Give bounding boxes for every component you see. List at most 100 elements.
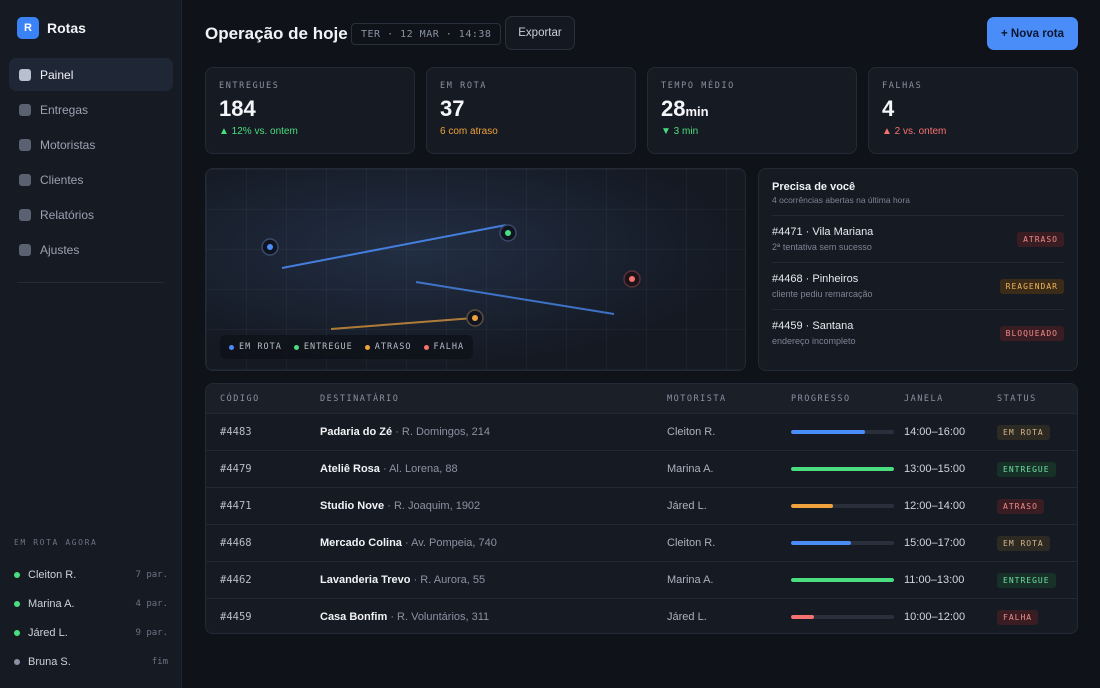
legend-dot — [293, 344, 299, 350]
progress-fill — [791, 541, 851, 545]
kpi-label: TEMPO MÉDIO — [661, 81, 735, 91]
progress-bar — [791, 615, 894, 619]
status-dot — [14, 629, 20, 636]
table-row[interactable]: #4483 Padaria do Zé · R. Domingos, 214 Cle… — [206, 413, 1077, 450]
brand[interactable]: R Rotas — [17, 17, 86, 39]
legend-item: ATRASO — [364, 342, 412, 352]
legend-label: ATRASO — [374, 342, 412, 352]
progress-bar — [791, 430, 894, 434]
row-driver: Járed L. — [667, 500, 707, 512]
attention-item-text: #4459 · Santana endereço incompleto — [772, 320, 856, 346]
row-driver: Marina A. — [667, 463, 714, 475]
table-row[interactable]: #4479 Ateliê Rosa · Al. Lorena, 88 Marina … — [206, 450, 1077, 487]
row-window: 10:00–12:00 — [904, 611, 966, 623]
kpi-label: FALHAS — [882, 81, 923, 91]
driver-icon — [19, 138, 31, 151]
driver-item[interactable]: Bruna S. fim — [14, 647, 168, 676]
progress-fill — [791, 578, 894, 582]
kpi-card-falhas: FALHAS 4 ▲ 2 vs. ontem — [868, 67, 1078, 154]
driver-item[interactable]: Marina A. 4 par. — [14, 589, 168, 618]
table-row[interactable]: #4468 Mercado Colina · Av. Pompeia, 740 Cl… — [206, 524, 1077, 561]
driver-item[interactable]: Cleiton R. 7 par. — [14, 560, 168, 589]
sidebar-item-painel[interactable]: Painel — [9, 58, 173, 91]
column-header-status[interactable]: STATUS — [997, 393, 1037, 404]
map-marker-falha[interactable] — [623, 270, 641, 288]
recipient-name: Padaria do Zé — [320, 426, 393, 438]
recipient-address: · Al. Lorena, 88 — [382, 463, 458, 475]
table-row[interactable]: #4462 Lavanderia Trevo · R. Aurora, 55 Mar… — [206, 561, 1077, 598]
kpi-card-entregues: ENTREGUES 184 ▲ 12% vs. ontem — [205, 67, 415, 154]
attention-item[interactable]: #4468 · Pinheiros cliente pediu remarcaç… — [772, 262, 1064, 309]
kpi-delta: ▲ 12% vs. ontem — [219, 126, 298, 137]
progress-bar — [791, 578, 894, 582]
status-badge: EM ROTA — [997, 535, 1050, 551]
status-badge: ENTREGUE — [997, 572, 1056, 588]
recipient-name: Studio Nove — [320, 500, 385, 512]
kpi-number: 28 — [661, 96, 686, 121]
status-badge: ATRASO — [997, 498, 1044, 514]
kpi-value: 4 — [882, 98, 1064, 120]
row-window: 14:00–16:00 — [904, 426, 966, 438]
row-driver: Cleiton R. — [667, 426, 716, 438]
row-recipient: Ateliê Rosa · Al. Lorena, 88 — [320, 463, 458, 475]
column-header-codigo[interactable]: CÓDIGO — [220, 393, 260, 404]
attention-subtitle: 4 ocorrências abertas na última hora — [772, 195, 910, 205]
attention-item[interactable]: #4459 · Santana endereço incompleto BLOQ… — [772, 309, 1064, 356]
column-header-motorista[interactable]: MOTORISTA — [667, 393, 727, 404]
column-header-janela[interactable]: JANELA — [904, 393, 944, 404]
row-window: 13:00–15:00 — [904, 463, 966, 475]
driver-item[interactable]: Járed L. 9 par. — [14, 618, 168, 647]
sidebar-item-clientes[interactable]: Clientes — [9, 164, 173, 197]
table-row[interactable]: #4471 Studio Nove · R. Joaquim, 1902 Járed… — [206, 487, 1077, 524]
driver-name: Bruna S. — [28, 655, 71, 668]
sidebar-item-ajustes[interactable]: Ajustes — [9, 234, 173, 267]
table-header: CÓDIGO DESTINATÁRIO MOTORISTA PROGRESSO … — [206, 384, 1077, 413]
kpi-label: ENTREGUES — [219, 81, 280, 91]
sidebar-item-motoristas[interactable]: Motoristas — [9, 128, 173, 161]
kpi-card-em-rota: EM ROTA 37 6 com atraso — [426, 67, 636, 154]
progress-fill — [791, 504, 834, 508]
sidebar-divider — [17, 282, 164, 283]
export-button[interactable]: Exportar — [505, 16, 575, 50]
route-line-em-rota — [415, 281, 615, 315]
sidebar-item-label: Entregas — [40, 102, 89, 117]
map-marker-atraso[interactable] — [466, 309, 484, 327]
settings-icon — [19, 244, 31, 257]
map-routes — [261, 224, 641, 330]
column-header-destinatario[interactable]: DESTINATÁRIO — [320, 393, 400, 404]
legend-label: FALHA — [433, 342, 465, 352]
row-code: #4483 — [220, 426, 252, 438]
sidebar-item-label: Ajustes — [40, 243, 80, 258]
driver-name: Cleiton R. — [28, 568, 77, 581]
recipient-name: Casa Bonfim — [320, 611, 388, 623]
map-marker-entregue[interactable] — [499, 224, 517, 242]
legend-label: EM ROTA — [239, 342, 282, 352]
brand-name: Rotas — [47, 20, 86, 36]
table-row[interactable]: #4459 Casa Bonfim · R. Voluntários, 311 Já… — [206, 598, 1077, 633]
recipient-name: Lavanderia Trevo — [320, 574, 411, 586]
column-header-progresso[interactable]: PROGRESSO — [791, 393, 851, 404]
new-route-button[interactable]: + Nova rota — [987, 17, 1078, 50]
attention-item-note: 2ª tentativa sem sucesso — [772, 242, 872, 252]
kpi-delta: 6 com atraso — [440, 126, 498, 137]
row-recipient: Padaria do Zé · R. Domingos, 214 — [320, 426, 490, 438]
on-route-list: Cleiton R. 7 par. Marina A. 4 par. Járed… — [14, 560, 168, 676]
sidebar: R Rotas Painel Entregas Motoristas Clien… — [0, 0, 182, 688]
legend-dot — [229, 344, 234, 350]
sidebar-item-relatorios[interactable]: Relatórios — [9, 199, 173, 232]
row-recipient: Studio Nove · R. Joaquim, 1902 — [320, 500, 480, 512]
route-map[interactable]: EM ROTA ENTREGUE ATRASO FALHA — [205, 168, 746, 371]
recipient-address: · R. Domingos, 214 — [395, 426, 490, 438]
attention-item[interactable]: #4471 · Vila Mariana 2ª tentativa sem su… — [772, 215, 1064, 262]
recipient-name: Ateliê Rosa — [320, 463, 380, 475]
attention-title: Precisa de você — [772, 181, 856, 193]
status-dot — [14, 571, 20, 578]
row-recipient: Mercado Colina · Av. Pompeia, 740 — [320, 537, 497, 549]
legend-label: ENTREGUE — [303, 342, 353, 352]
status-dot — [14, 600, 20, 607]
map-marker-em-rota[interactable] — [261, 238, 279, 256]
row-recipient: Casa Bonfim · R. Voluntários, 311 — [320, 611, 489, 623]
sidebar-item-entregas[interactable]: Entregas — [9, 93, 173, 126]
row-recipient: Lavanderia Trevo · R. Aurora, 55 — [320, 574, 485, 586]
recipient-address: · R. Voluntários, 311 — [390, 611, 490, 623]
